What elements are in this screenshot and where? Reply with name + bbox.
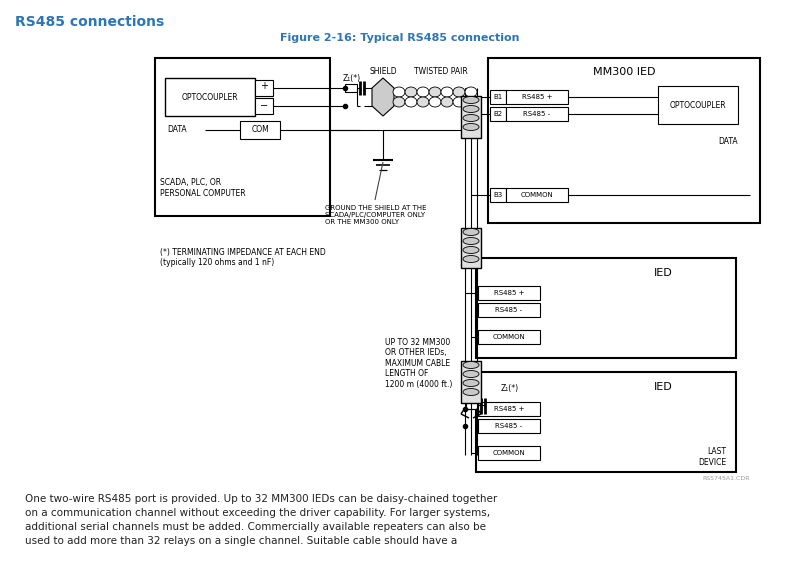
Text: One two-wire RS485 port is provided. Up to 32 MM300 IEDs can be daisy-chained to: One two-wire RS485 port is provided. Up … (25, 494, 498, 504)
Bar (466, 401, 478, 409)
Ellipse shape (405, 97, 417, 107)
Ellipse shape (441, 87, 453, 97)
Text: (*) TERMINATING IMPEDANCE AT EACH END
(typically 120 ohms and 1 nF): (*) TERMINATING IMPEDANCE AT EACH END (t… (160, 248, 326, 268)
Text: −: − (260, 101, 268, 111)
Ellipse shape (463, 247, 479, 253)
Ellipse shape (463, 256, 479, 262)
Ellipse shape (463, 238, 479, 244)
Text: RS485 -: RS485 - (495, 307, 522, 313)
Text: RS485 +: RS485 + (494, 290, 524, 296)
Bar (488, 58, 760, 223)
Ellipse shape (463, 229, 479, 235)
Bar (478, 330, 540, 344)
Ellipse shape (463, 106, 479, 112)
Text: COMMON: COMMON (493, 450, 526, 456)
Bar (490, 188, 506, 202)
Text: SCADA, PLC, OR
PERSONAL COMPUTER: SCADA, PLC, OR PERSONAL COMPUTER (160, 178, 246, 198)
Bar (490, 107, 506, 121)
Text: RS485 -: RS485 - (523, 111, 550, 117)
Bar (658, 86, 738, 124)
Text: IED: IED (654, 268, 673, 278)
Text: RS485 connections: RS485 connections (15, 15, 164, 29)
Bar (476, 372, 736, 472)
Ellipse shape (417, 87, 429, 97)
Bar (155, 58, 330, 216)
Bar (345, 84, 357, 92)
Bar (478, 419, 540, 433)
Bar (476, 258, 736, 358)
Text: DATA: DATA (167, 125, 186, 134)
Bar (478, 446, 540, 460)
Bar (461, 228, 481, 268)
Text: TWISTED PAIR: TWISTED PAIR (414, 67, 468, 76)
Text: GROUND THE SHIELD AT THE
SCADA/PLC/COMPUTER ONLY
OR THE MM300 ONLY: GROUND THE SHIELD AT THE SCADA/PLC/COMPU… (325, 205, 426, 225)
Text: COMMON: COMMON (493, 334, 526, 340)
Ellipse shape (463, 361, 479, 369)
Ellipse shape (429, 97, 441, 107)
Bar (478, 286, 540, 300)
Text: Z₁(*): Z₁(*) (501, 384, 519, 393)
Ellipse shape (463, 115, 479, 121)
Text: Z₁(*): Z₁(*) (343, 74, 361, 83)
Text: LAST
DEVICE: LAST DEVICE (698, 447, 726, 466)
Ellipse shape (465, 87, 477, 97)
Text: B1: B1 (494, 94, 502, 100)
Bar (506, 188, 568, 202)
Text: RS485 +: RS485 + (522, 94, 552, 100)
Bar (255, 98, 273, 114)
Text: SHIELD: SHIELD (369, 67, 397, 76)
Text: additional serial channels must be added. Commercially available repeaters can a: additional serial channels must be added… (25, 522, 486, 532)
Ellipse shape (453, 97, 465, 107)
Text: MM300 IED: MM300 IED (593, 67, 655, 77)
Ellipse shape (463, 97, 479, 103)
Ellipse shape (463, 379, 479, 387)
Ellipse shape (463, 388, 479, 396)
Ellipse shape (463, 370, 479, 378)
Ellipse shape (405, 87, 417, 97)
Text: OPTOCOUPLER: OPTOCOUPLER (182, 93, 238, 102)
Ellipse shape (465, 97, 477, 107)
Bar (506, 107, 568, 121)
Text: UP TO 32 MM300
OR OTHER IEDs,
MAXIMUM CABLE
LENGTH OF
1200 m (4000 ft.): UP TO 32 MM300 OR OTHER IEDs, MAXIMUM CA… (385, 338, 452, 388)
Text: B2: B2 (494, 111, 502, 117)
Bar (461, 361, 481, 403)
Bar (490, 90, 506, 104)
Text: RS485 +: RS485 + (494, 406, 524, 412)
Bar (165, 78, 255, 116)
Ellipse shape (441, 97, 453, 107)
Ellipse shape (393, 97, 405, 107)
Text: COMMON: COMMON (521, 192, 554, 198)
Text: +: + (260, 81, 268, 91)
Ellipse shape (463, 124, 479, 130)
Bar (478, 402, 540, 416)
Text: B3: B3 (494, 192, 502, 198)
Text: RS5745A1.CDR: RS5745A1.CDR (702, 475, 750, 481)
Polygon shape (372, 78, 394, 116)
Text: DATA: DATA (718, 137, 738, 146)
Bar (506, 90, 568, 104)
Text: OPTOCOUPLER: OPTOCOUPLER (670, 101, 726, 110)
Text: Figure 2-16: Typical RS485 connection: Figure 2-16: Typical RS485 connection (280, 33, 520, 43)
Text: RS485 -: RS485 - (495, 423, 522, 429)
Text: COM: COM (251, 125, 269, 134)
Bar (240, 121, 280, 139)
Bar (255, 80, 273, 96)
Text: IED: IED (654, 382, 673, 392)
Text: on a communication channel without exceeding the driver capability. For larger s: on a communication channel without excee… (25, 508, 490, 518)
Bar (461, 96, 481, 138)
Text: used to add more than 32 relays on a single channel. Suitable cable should have : used to add more than 32 relays on a sin… (25, 536, 458, 546)
Ellipse shape (393, 87, 405, 97)
Ellipse shape (429, 87, 441, 97)
Bar (478, 303, 540, 317)
Ellipse shape (453, 87, 465, 97)
Ellipse shape (417, 97, 429, 107)
